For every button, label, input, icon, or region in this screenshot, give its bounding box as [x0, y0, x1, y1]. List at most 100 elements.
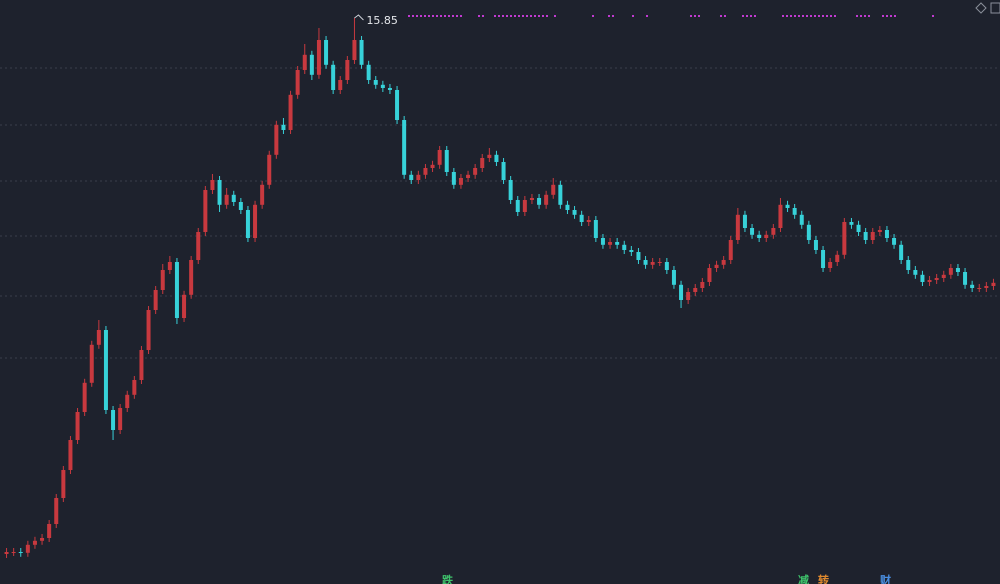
candle-body [118, 408, 123, 430]
candle-body [700, 282, 705, 288]
max-pointer [354, 14, 364, 21]
candle-body [664, 262, 669, 270]
signal-dot [408, 15, 410, 17]
candle-body [451, 172, 456, 185]
candle-body [68, 440, 73, 470]
candle-body [686, 292, 691, 300]
window-icon[interactable] [990, 2, 1000, 14]
candle-body [529, 198, 534, 200]
candle-body [693, 288, 698, 292]
signal-dot [592, 15, 594, 17]
signal-dot [428, 15, 430, 17]
event-label[interactable]: 跌 [442, 573, 454, 584]
candle-body [260, 184, 265, 205]
candle-body [764, 234, 769, 238]
signal-dot [416, 15, 418, 17]
candle-body [224, 194, 229, 205]
signal-dot [782, 15, 784, 17]
candle-body [487, 154, 492, 158]
signal-dot [506, 15, 508, 17]
candle-body [970, 284, 975, 288]
candle-body [75, 412, 80, 440]
candle-body [579, 214, 584, 222]
signal-dot [932, 15, 934, 17]
signal-dot [494, 15, 496, 17]
signal-dot [502, 15, 504, 17]
candle-body [792, 208, 797, 215]
event-label[interactable]: 减 [798, 573, 809, 584]
signal-dot [420, 15, 422, 17]
candle-body [288, 94, 293, 130]
candle-body [316, 40, 321, 75]
candle-body [373, 80, 378, 85]
candle-body [366, 64, 371, 80]
signal-dot [530, 15, 532, 17]
signal-dot [830, 15, 832, 17]
grid [0, 67, 1000, 359]
signal-dot [546, 15, 548, 17]
candle-body [955, 268, 960, 272]
candle-body [153, 290, 158, 310]
top-icons [975, 2, 1000, 14]
candle-body [466, 174, 471, 178]
event-label[interactable]: 转 [818, 573, 829, 584]
diamond-icon[interactable] [975, 2, 987, 14]
event-label[interactable]: 财 [879, 573, 891, 584]
candle-body [742, 214, 747, 228]
candle-body [302, 54, 307, 70]
signal-dot [882, 15, 884, 17]
candle-body [501, 162, 506, 180]
signal-dot [412, 15, 414, 17]
candle-body [671, 270, 676, 285]
candle-body [572, 210, 577, 215]
candle-body [551, 184, 556, 195]
signal-dot [856, 15, 858, 17]
candle-body [934, 278, 939, 280]
candle-body [395, 90, 400, 120]
candle-body [40, 538, 45, 541]
candle-body [522, 200, 527, 212]
candle-body [309, 54, 314, 75]
candle-body [4, 552, 9, 554]
candle-body [54, 498, 59, 524]
candle-body [189, 260, 194, 295]
candle-body [544, 194, 549, 205]
candle-body [231, 194, 236, 202]
candle-body [615, 242, 620, 245]
candle-body [558, 184, 563, 205]
candle-body [324, 40, 329, 65]
signal-dot [478, 15, 480, 17]
signal-dot [746, 15, 748, 17]
candle-body [437, 150, 442, 165]
signal-dot [452, 15, 454, 17]
candle-body [870, 232, 875, 240]
candle-body [274, 124, 279, 155]
candle-body [778, 204, 783, 228]
candle-body [884, 230, 889, 238]
candle-body [593, 220, 598, 238]
signal-dot [632, 15, 634, 17]
signal-dot [894, 15, 896, 17]
candle-body [622, 244, 627, 250]
signal-dot [510, 15, 512, 17]
candle-body [245, 210, 250, 238]
candle-body [842, 222, 847, 255]
candle-body [61, 470, 66, 498]
candle-body [906, 260, 911, 270]
signal-dot [538, 15, 540, 17]
candle-body [160, 270, 165, 290]
candle-body [728, 240, 733, 260]
candle-body [892, 238, 897, 245]
candle-body [295, 70, 300, 95]
candle-body [423, 168, 428, 175]
candle-body [174, 262, 179, 318]
candle-body [182, 294, 187, 318]
candle-body [238, 202, 243, 210]
signal-dot [518, 15, 520, 17]
signal-dot [890, 15, 892, 17]
candle-body [913, 270, 918, 275]
candle-body [32, 540, 37, 545]
candle-body [458, 178, 463, 185]
